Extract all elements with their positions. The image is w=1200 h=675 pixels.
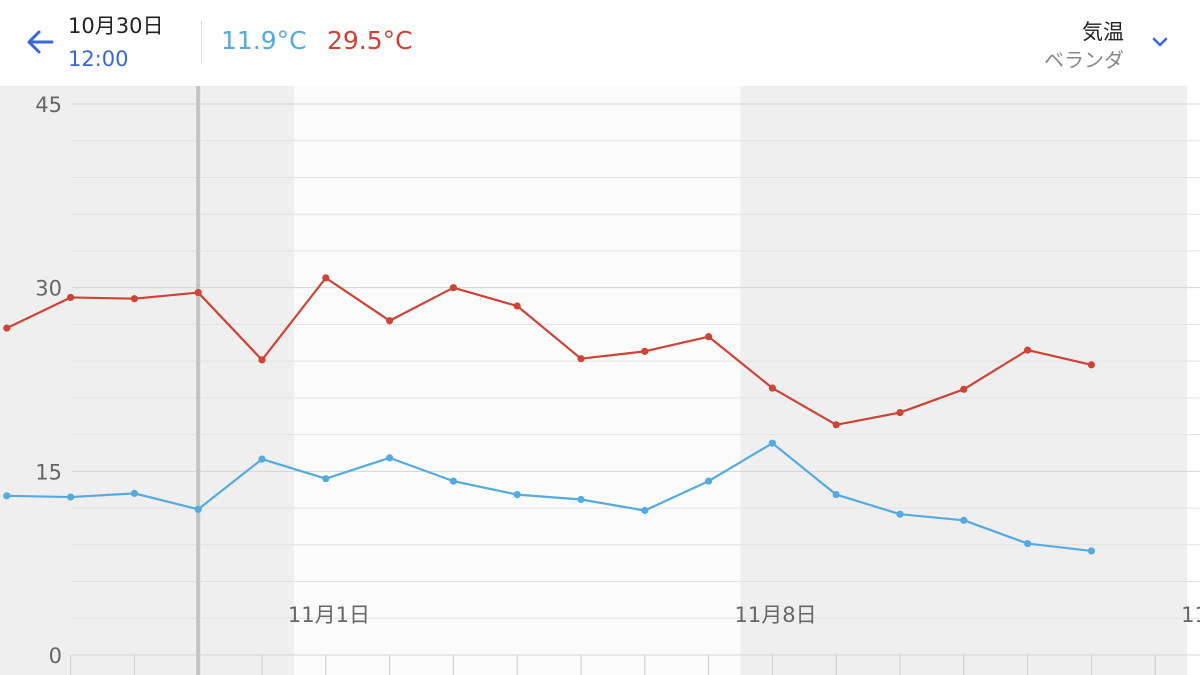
chevron-down-icon [1152, 37, 1168, 47]
min-temp-point [449, 477, 457, 485]
max-temp-point [577, 355, 585, 363]
min-temp-point [1024, 539, 1032, 548]
min-temp-point [322, 475, 330, 483]
week-band [740, 86, 1188, 675]
min-temp-point [258, 455, 266, 463]
max-temp-point [896, 408, 904, 417]
min-temp-point [832, 490, 840, 499]
selected-date: 10月30日 [68, 14, 164, 38]
max-temp-point [322, 274, 330, 282]
chart-canvas[interactable]: 45 30 15 0 11月1日 11月8日 11月15 [0, 86, 1200, 675]
y-tick-label: 30 [35, 277, 62, 301]
min-temp-point [1087, 547, 1095, 555]
max-temperature: 29.5°C [327, 26, 413, 55]
max-temp-point [768, 384, 777, 392]
back-button[interactable] [22, 24, 58, 60]
arrow-left-icon [27, 30, 54, 54]
top-bar: 10月30日 12:00 11.9°C 29.5°C 気温 ベランダ [0, 0, 1200, 86]
min-temp-point [960, 516, 968, 524]
x-axis-label: 11月15 [1181, 603, 1200, 627]
max-temp-point [194, 288, 202, 297]
min-temp-point [705, 477, 713, 485]
max-temp-point [960, 385, 968, 393]
max-temp-line [6, 276, 1092, 426]
min-temp-point [67, 493, 75, 501]
max-temp-point [832, 421, 840, 429]
y-tick-label: 0 [49, 644, 62, 668]
metric-label: 気温 [1082, 20, 1124, 44]
sensor-dropdown[interactable]: 気温 ベランダ [1000, 10, 1180, 74]
min-temp-point [3, 492, 11, 500]
temperature-chart[interactable]: 45 30 15 0 11月1日 11月8日 11月15 [0, 86, 1200, 675]
location-label: ベランダ [1044, 48, 1124, 72]
x-axis-label: 11月1日 [288, 603, 370, 627]
week-band [293, 86, 741, 675]
min-temp-point [130, 489, 138, 497]
min-temperature: 11.9°C [221, 26, 307, 55]
max-temp-point [386, 317, 394, 325]
min-temp-point [641, 506, 649, 515]
max-temp-point [705, 333, 713, 341]
y-tick-label: 15 [35, 460, 62, 484]
min-temp-line [6, 442, 1092, 553]
selected-time: 12:00 [68, 47, 129, 71]
x-axis-label: 11月8日 [735, 603, 817, 627]
min-temp-point [768, 439, 777, 447]
week-band [0, 86, 294, 675]
max-temp-point [1087, 361, 1095, 369]
min-temp-point [896, 510, 904, 518]
max-temp-point [130, 295, 138, 303]
min-temp-point [386, 454, 394, 462]
max-temp-point [449, 284, 457, 292]
max-temp-point [513, 302, 521, 310]
min-temp-point [194, 505, 202, 513]
max-temp-point [641, 347, 649, 355]
max-temp-point [258, 356, 266, 364]
max-temp-point [67, 293, 75, 302]
min-temp-point [513, 490, 521, 499]
y-tick-label: 45 [35, 93, 62, 117]
max-temp-point [3, 324, 11, 332]
min-temp-point [577, 495, 585, 504]
max-temp-point [1024, 346, 1032, 354]
header-divider [201, 20, 202, 64]
